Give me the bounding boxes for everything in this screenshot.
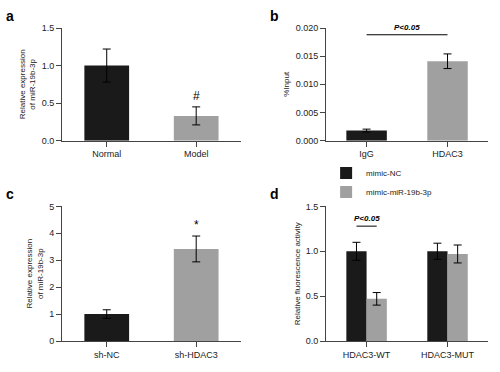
svg-text:%Input: %Input: [282, 71, 291, 97]
svg-text:Model: Model: [184, 149, 209, 159]
svg-text:0.015: 0.015: [296, 51, 319, 61]
svg-text:mimic-miR-19b-3p: mimic-miR-19b-3p: [366, 188, 432, 197]
svg-text:4: 4: [49, 228, 54, 238]
svg-text:a: a: [6, 8, 14, 24]
svg-text:1.0: 1.0: [42, 61, 55, 71]
svg-text:0.020: 0.020: [296, 23, 319, 33]
svg-text:1.5: 1.5: [306, 202, 319, 212]
svg-text:#: #: [193, 89, 200, 103]
svg-text:HDAC3: HDAC3: [432, 149, 463, 159]
svg-text:sh-HDAC3: sh-HDAC3: [175, 350, 218, 360]
svg-text:0.5: 0.5: [42, 98, 55, 108]
svg-text:IgG: IgG: [359, 149, 374, 159]
svg-text:1: 1: [49, 309, 54, 319]
svg-text:c: c: [6, 186, 14, 202]
svg-text:Relative expressionof miR-19b-: Relative expressionof miR-19b-3p: [25, 239, 44, 309]
svg-text:0.5: 0.5: [306, 291, 319, 301]
svg-text:HDAC3-WT: HDAC3-WT: [343, 350, 391, 360]
svg-text:0.0: 0.0: [306, 336, 319, 346]
svg-text:0.0: 0.0: [42, 136, 55, 146]
svg-text:Relative expressionof miR-19b-: Relative expressionof miR-19b-3p: [18, 49, 37, 119]
svg-text:5: 5: [49, 202, 54, 212]
svg-text:b: b: [270, 8, 279, 24]
svg-text:1.5: 1.5: [42, 23, 55, 33]
svg-text:HDAC3-MUT: HDAC3-MUT: [421, 350, 475, 360]
svg-text:0.000: 0.000: [296, 136, 319, 146]
svg-text:1.0: 1.0: [306, 246, 319, 256]
svg-text:*: *: [194, 218, 199, 232]
svg-text:P<0.05: P<0.05: [354, 214, 380, 223]
svg-text:0.010: 0.010: [296, 79, 319, 89]
svg-text:Normal: Normal: [92, 149, 121, 159]
svg-text:0.005: 0.005: [296, 108, 319, 118]
svg-text:Relative fluorescence activity: Relative fluorescence activity: [293, 222, 302, 325]
svg-text:2: 2: [49, 282, 54, 292]
svg-text:P<0.05: P<0.05: [394, 23, 420, 32]
svg-text:mimic-NC: mimic-NC: [366, 169, 401, 178]
svg-text:0: 0: [49, 336, 54, 346]
svg-text:sh-NC: sh-NC: [94, 350, 120, 360]
svg-text:d: d: [270, 186, 279, 202]
svg-text:3: 3: [49, 255, 54, 265]
